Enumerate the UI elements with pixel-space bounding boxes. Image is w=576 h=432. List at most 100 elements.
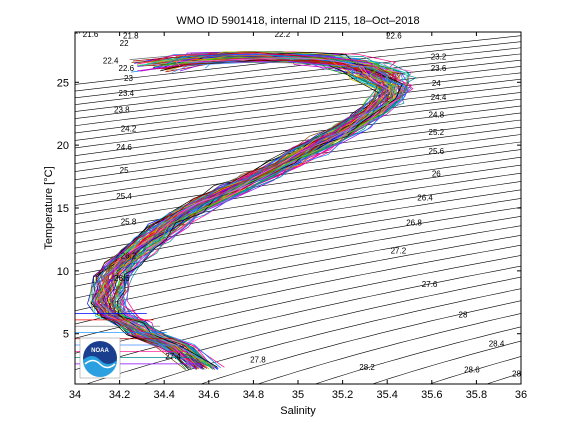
isopycnal-label: 25.4 (116, 192, 132, 201)
profile-line (116, 51, 403, 368)
isopycnal-line (75, 156, 521, 225)
isopycnal-label: 26.6 (114, 274, 130, 283)
profile-line (113, 54, 392, 366)
isopycnal-label: 26.4 (417, 194, 433, 203)
isopycnal-label: 28 (459, 310, 468, 319)
isopycnal-line (75, 206, 521, 287)
isopycnal-line (75, 244, 521, 339)
x-tick-label: 34.6 (198, 389, 219, 401)
x-tick-label: 34.4 (153, 389, 174, 401)
isopycnal-line (75, 47, 521, 99)
isopycnal-label: 27.4 (165, 352, 181, 361)
profile-line (104, 54, 388, 369)
x-tick-label: 35.6 (421, 389, 442, 401)
isopycnal-label: 27.2 (391, 246, 407, 255)
profile-line (103, 57, 397, 370)
y-tick-label: 15 (57, 203, 69, 215)
isopycnal-label: 22.4 (103, 56, 119, 65)
x-tick-label: 36 (515, 389, 527, 401)
y-tick-label: 25 (57, 77, 69, 89)
x-tick-label: 34.8 (243, 389, 264, 401)
noaa-logo-icon: NOAA (79, 337, 121, 379)
profile-lines (75, 50, 418, 371)
isopycnal-label: 22.2 (275, 30, 291, 39)
profile-line (113, 51, 411, 367)
x-tick-label: 34 (69, 389, 81, 401)
profile-line (99, 54, 395, 369)
isopycnal-lines (75, 19, 576, 396)
isopycnal-label: 25 (120, 166, 129, 175)
isopycnal-label: 21.6 (83, 30, 99, 39)
isopycnal-label: 28 (512, 370, 521, 379)
isopycnal-label: 26.2 (121, 251, 137, 260)
isopycnal-label: 23.8 (114, 106, 130, 115)
isopycnal-label: 24.6 (116, 143, 132, 152)
isopycnal-line (75, 35, 521, 85)
isopycnal-label: 26 (432, 170, 441, 179)
profile-line (99, 55, 387, 368)
x-tick-label: 35.4 (376, 389, 397, 401)
isopycnal-label: 27.6 (422, 280, 438, 289)
isopycnal-label: 25.8 (121, 217, 137, 226)
isopycnal-label: 22.6 (386, 31, 402, 40)
isopycnal-label: 28.4 (489, 339, 505, 348)
x-axis: 34 34.2 34.4 34.6 34.8 35 35.2 35.4 35.6 35.8 36 (69, 32, 527, 401)
isopycnal-line (314, 326, 521, 384)
profile-line (113, 56, 397, 368)
profile-line (95, 57, 392, 368)
profile-line (100, 61, 392, 367)
profile-line (120, 52, 413, 368)
profile-line (102, 51, 392, 367)
profile-line (111, 53, 400, 370)
isopycnal-line (75, 265, 521, 371)
y-tick-label: 5 (63, 329, 69, 341)
profile-line (105, 59, 403, 370)
isopycnal-label: 23.4 (119, 89, 135, 98)
y-axis-label: Temperature [°C] (43, 166, 55, 249)
isopycnal-label: 22.6 (119, 64, 135, 73)
isopycnal-label: 26.8 (406, 219, 422, 228)
x-axis-label: Salinity (280, 405, 316, 417)
profile-line (97, 61, 389, 370)
isopycnal-label: 23 (124, 74, 133, 83)
x-tick-label: 35.2 (332, 389, 353, 401)
isopycnal-line (75, 149, 521, 215)
isopycnal-label: 23.2 (431, 53, 447, 62)
isopycnal-line (142, 288, 521, 384)
profile-line (91, 52, 378, 367)
isopycnal-label: 24.8 (429, 111, 445, 120)
x-tick-label: 34.2 (109, 389, 130, 401)
logo-text: NOAA (91, 348, 109, 354)
profile-line (113, 51, 405, 368)
isopycnal-label: 24.2 (121, 124, 137, 133)
isopycnal-label: 22 (120, 39, 129, 48)
profile-line (91, 54, 387, 366)
isopycnal-label: 28.6 (464, 366, 480, 375)
profile-line (111, 59, 401, 368)
isopycnal-line (257, 313, 521, 384)
isopycnal-label: 27.8 (250, 356, 266, 365)
isopycnal-label: 23.6 (431, 64, 447, 73)
isopycnal-line (564, 19, 576, 396)
isopycnal-label: 25.2 (429, 128, 445, 137)
isopycnal-line (75, 164, 521, 234)
y-axis: 5 10 15 20 25 (57, 77, 521, 341)
isopycnal-line (428, 356, 521, 384)
profile-line (119, 53, 409, 369)
x-tick-label: 35 (292, 389, 304, 401)
isopycnal-label: 21.4 (69, 26, 85, 35)
isopycnal-line (75, 172, 521, 244)
isopycnal-line (75, 198, 521, 276)
chart-title: WMO ID 5901418, internal ID 2115, 18–Oct… (176, 15, 419, 27)
isopycnal-label: 24.4 (431, 93, 447, 102)
y-tick-label: 20 (57, 140, 69, 152)
isopycnal-line (75, 181, 521, 254)
isopycnal-label: 21.8 (123, 31, 139, 40)
isopycnal-label: 25.6 (429, 147, 445, 156)
y-tick-label: 10 (57, 266, 69, 278)
isopycnal-line (199, 300, 521, 384)
isopycnal-line (75, 53, 521, 105)
isopycnal-line (85, 276, 521, 384)
